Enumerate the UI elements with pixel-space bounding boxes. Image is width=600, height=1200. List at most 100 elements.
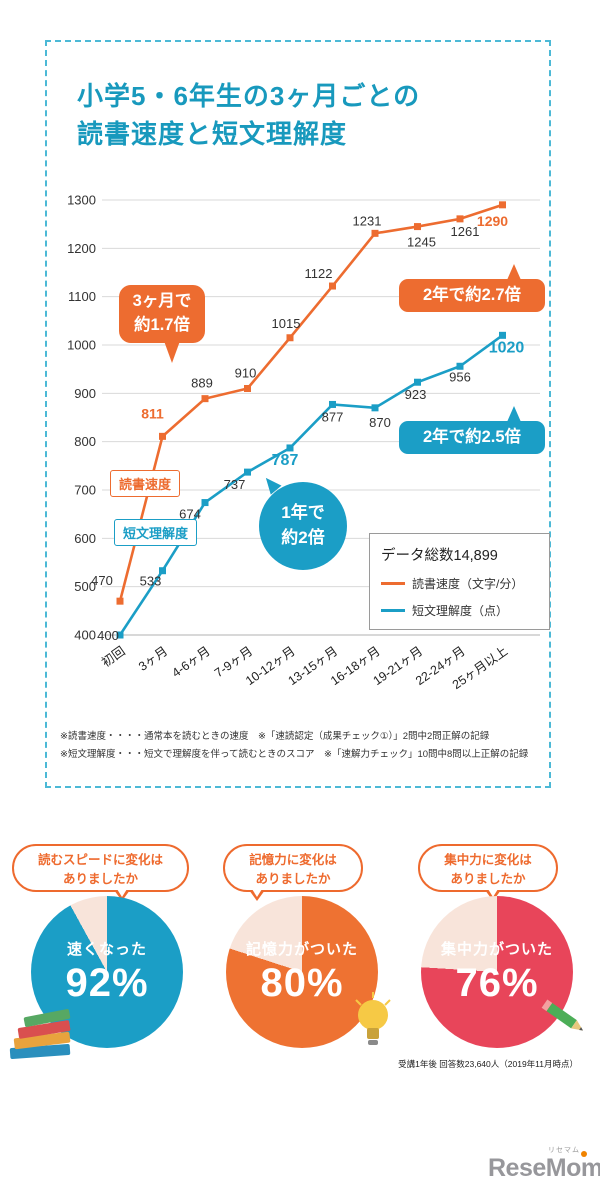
legend-label-reading-speed: 読書速度（文字/分） (412, 577, 524, 591)
title-line-1: 小学5・6年生の3ヶ月ごとの (77, 81, 421, 111)
question-line: ありましたか (62, 871, 138, 886)
data-label: 1290 (477, 213, 508, 229)
data-label: 1122 (305, 266, 333, 281)
x-tick-label: 4-6ヶ月 (169, 644, 212, 680)
y-tick-label: 600 (74, 531, 96, 546)
data-label: 1261 (451, 224, 480, 239)
legend-item-comprehension: 短文理解度（点） (381, 602, 538, 619)
data-point (286, 334, 294, 342)
data-point (371, 229, 379, 237)
data-label: 1245 (407, 235, 436, 250)
data-label: 737 (224, 477, 246, 492)
legend-label-comprehension: 短文理解度（点） (412, 604, 509, 618)
data-point (244, 385, 251, 392)
data-point (456, 362, 464, 370)
survey-note: 受講1年後 回答数23,640人（2019年11月時点） (398, 1059, 578, 1069)
data-point (286, 444, 294, 452)
annotation-2point7x-bubble: 2年で約2.7倍 (399, 264, 545, 312)
question-line: 集中力に変化は (444, 853, 532, 867)
logo-text: ReseMom (488, 1154, 600, 1182)
data-point (244, 468, 251, 476)
y-tick-label: 500 (74, 579, 96, 594)
annotation-2point5x-bubble: 2年で約2.5倍 (399, 406, 545, 454)
logo-kana-label: リセマム (548, 1147, 580, 1154)
pie-text: 集中力がついた 76% (441, 938, 553, 1006)
legend-item-reading-speed: 読書速度（文字/分） (381, 575, 538, 592)
data-label: 787 (272, 452, 299, 469)
legend-title: データ総数14,899 (381, 548, 498, 564)
y-tick-label: 1300 (67, 193, 96, 208)
y-tick-label: 1200 (67, 241, 96, 256)
annotation-text-line: 3ヶ月で (132, 292, 192, 310)
orange-line-swatch-icon (381, 582, 405, 585)
chart-legend: データ総数14,899 読書速度（文字/分） 短文理解度（点） (369, 533, 550, 630)
title-line-2: 読書速度と短文理解度 (77, 118, 348, 149)
pie-chart-concentration: 集中力がついた 76% (421, 896, 573, 1048)
pie-text: 速くなった 92% (65, 938, 148, 1006)
x-tick-label: 初回 (99, 644, 128, 670)
question-line: ありましたか (255, 871, 331, 886)
question-bubble-memory: 記憶力に変化は ありましたか (223, 844, 363, 901)
y-tick-label: 1100 (68, 289, 96, 304)
data-label: 1020 (489, 339, 525, 356)
annotation-text-line: 約2倍 (281, 527, 325, 547)
question-bubble-speed: 読むスピードに変化は ありましたか (12, 844, 189, 901)
pie-label: 集中力がついた (440, 941, 553, 958)
data-point (371, 404, 379, 412)
x-tick-label: 3ヶ月 (136, 644, 170, 674)
data-label: 674 (179, 507, 201, 522)
question-line: 記憶力に変化は (249, 853, 337, 867)
data-label: 956 (449, 369, 471, 384)
data-label: 470 (91, 573, 113, 588)
data-label: 1015 (272, 316, 301, 331)
data-point (201, 499, 209, 507)
books-icon (9, 1009, 71, 1059)
blue-line-swatch-icon (381, 609, 405, 612)
data-label: 877 (322, 409, 344, 424)
y-tick-label: 1000 (67, 338, 96, 353)
data-label: 400 (97, 628, 119, 643)
footnote-line-1: ※読書速度・・・・通常本を読むときの速度 ※「速読認定（成果チェック①）」2問中… (60, 731, 490, 742)
pie-label: 記憶力がついた (245, 941, 358, 958)
data-point (159, 432, 166, 440)
data-point (456, 215, 464, 223)
annotation-text-line: 1年で (281, 503, 325, 522)
resemom-logo[interactable]: リセマム ReseMom (488, 1147, 600, 1183)
data-point (116, 631, 124, 639)
series-line (118, 203, 503, 602)
data-label: 870 (369, 415, 391, 430)
pie-percent: 80% (260, 961, 344, 1005)
data-point (499, 201, 506, 209)
y-tick-label: 400 (74, 628, 96, 643)
data-point (201, 395, 209, 403)
chart-panel: 小学5・6年生の3ヶ月ごとの 読書速度と短文理解度 400 500 600 700 80… (45, 40, 551, 788)
pie-chart-memory: 記憶力がついた 80% (226, 896, 378, 1048)
y-tick-label: 700 (74, 483, 96, 498)
annotation-1point7x-bubble: 3ヶ月で 約1.7倍 (119, 285, 205, 363)
footnote-line-2: ※短文理解度・・・短文で理解度を伴って読むときのスコア ※「速解力チェック」10… (60, 749, 529, 761)
footnotes: ※読書速度・・・・通常本を読むときの速度 ※「速読認定（成果チェック①）」2問中… (60, 728, 544, 764)
data-label: 1231 (353, 213, 382, 228)
data-label: 811 (141, 405, 164, 421)
pie-label: 速くなった (66, 941, 147, 958)
data-point (329, 282, 336, 290)
data-label: 923 (405, 387, 427, 402)
data-label: 889 (191, 376, 213, 391)
page-title: 小学5・6年生の3ヶ月ごとの 読書速度と短文理解度 (77, 78, 420, 153)
question-bubble-concentration: 集中力に変化は ありましたか (418, 844, 558, 901)
pie-percent: 76% (455, 961, 539, 1005)
data-point (329, 400, 336, 408)
y-tick-label: 800 (74, 434, 96, 449)
series-label-reading-speed: 読書速度 (110, 470, 181, 497)
data-point (499, 331, 506, 339)
series-label-comprehension: 短文理解度 (114, 519, 198, 546)
y-tick-label: 900 (74, 386, 96, 401)
question-line: 読むスピードに変化は (37, 853, 163, 867)
annotation-2x-circle: 1年で 約2倍 (259, 482, 347, 570)
annotation-text-line: 約1.7倍 (134, 315, 190, 334)
lightbulb-icon (355, 992, 391, 1045)
logo-dot-icon (581, 1151, 587, 1157)
pencil-icon (541, 999, 583, 1031)
